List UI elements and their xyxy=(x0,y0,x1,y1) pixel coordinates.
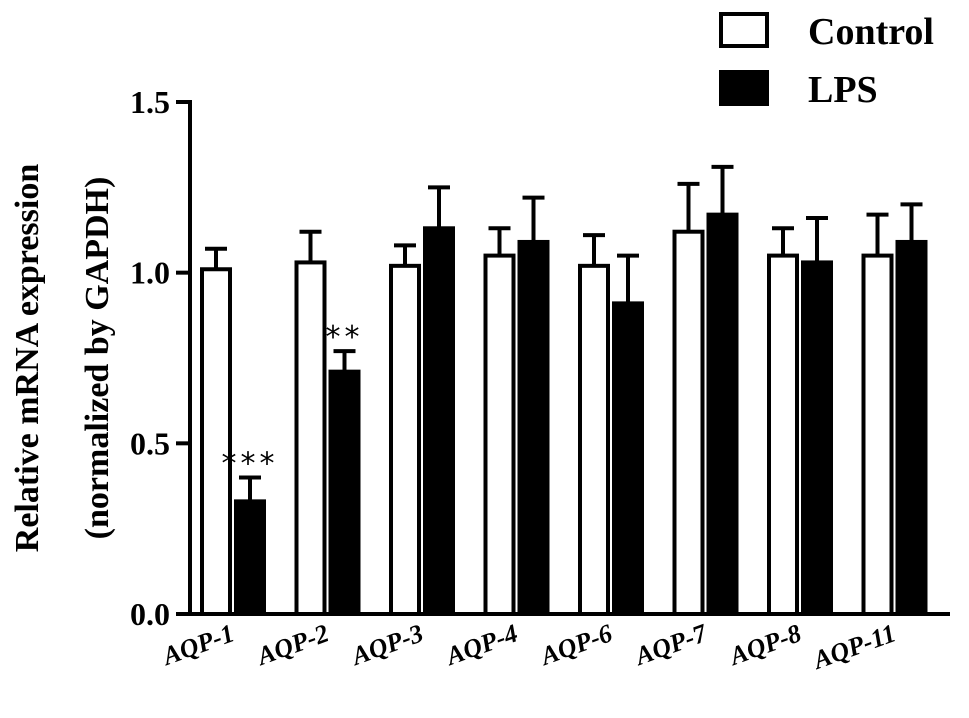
bar-lps-aqp-7 xyxy=(706,212,739,616)
bar-lps-aqp-4 xyxy=(517,239,550,617)
y-tick-label: 1.0 xyxy=(130,255,170,291)
y-axis-title-line-2: (normalized by GAPDH) xyxy=(79,177,116,540)
legend-swatch-lps xyxy=(719,70,769,106)
bar-lps-aqp-1 xyxy=(234,499,266,616)
bar-lps-aqp-6 xyxy=(612,301,644,616)
bar-control-aqp-8 xyxy=(767,253,799,616)
y-axis-title: Relative mRNA expression (normalized by … xyxy=(9,164,116,553)
significance-marker: *** xyxy=(222,446,279,481)
x-tick-label: AQP-6 xyxy=(535,618,616,671)
x-tick-label: AQP-4 xyxy=(441,618,522,671)
x-tick-label: AQP-3 xyxy=(346,618,427,671)
bars: ***** xyxy=(200,164,928,617)
bar-lps-aqp-2 xyxy=(328,369,361,616)
legend-label-control: Control xyxy=(808,11,934,53)
bar-control-aqp-1 xyxy=(200,267,232,616)
bar-control-aqp-2 xyxy=(294,260,327,616)
significance-marker: ** xyxy=(326,320,364,355)
bar-control-aqp-3 xyxy=(389,263,421,616)
legend-label-lps: LPS xyxy=(808,69,878,111)
legend: Control LPS xyxy=(719,11,934,111)
y-tick-label: 0.5 xyxy=(130,425,170,461)
x-tick-label: AQP-2 xyxy=(252,618,333,671)
bar-control-aqp-11 xyxy=(861,253,894,616)
y-tick-label: 0.0 xyxy=(130,596,170,632)
bar-control-aqp-6 xyxy=(578,263,610,616)
y-axis-title-line-1: Relative mRNA expression xyxy=(9,164,46,553)
legend-swatch-control xyxy=(719,12,769,48)
bar-lps-aqp-11 xyxy=(895,239,928,617)
x-tick-label: AQP-11 xyxy=(808,618,900,675)
bar-lps-aqp-8 xyxy=(801,260,833,616)
y-tick-label: 1.5 xyxy=(130,84,170,120)
x-tick-label: AQP-7 xyxy=(630,618,712,671)
bar-lps-aqp-3 xyxy=(423,226,455,616)
y-axis: 0.0 0.5 1.0 1.5 xyxy=(130,84,192,632)
bar-control-aqp-7 xyxy=(672,229,705,616)
x-axis: AQP-1 AQP-2 AQP-3 AQP-4 AQP-6 AQP-7 AQP-8 AQP-1… xyxy=(157,612,950,675)
bar-control-aqp-4 xyxy=(483,253,516,616)
x-tick-label: AQP-8 xyxy=(724,618,805,671)
